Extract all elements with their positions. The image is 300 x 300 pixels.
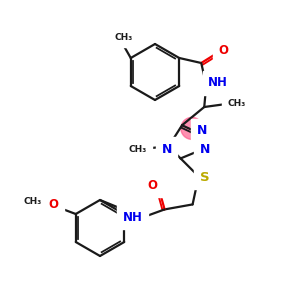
Text: S: S xyxy=(200,171,209,184)
Circle shape xyxy=(181,117,203,140)
Text: N: N xyxy=(200,143,210,156)
Text: NH: NH xyxy=(208,76,228,89)
Text: CH₃: CH₃ xyxy=(24,197,42,206)
Text: CH₃: CH₃ xyxy=(227,98,245,107)
Text: NH: NH xyxy=(123,211,142,224)
Text: CH₃: CH₃ xyxy=(128,145,147,154)
Text: CH₃: CH₃ xyxy=(115,32,133,41)
Text: O: O xyxy=(49,199,59,212)
Text: O: O xyxy=(218,44,228,58)
Text: N: N xyxy=(161,143,172,156)
Text: O: O xyxy=(148,179,158,192)
Text: N: N xyxy=(196,124,207,137)
